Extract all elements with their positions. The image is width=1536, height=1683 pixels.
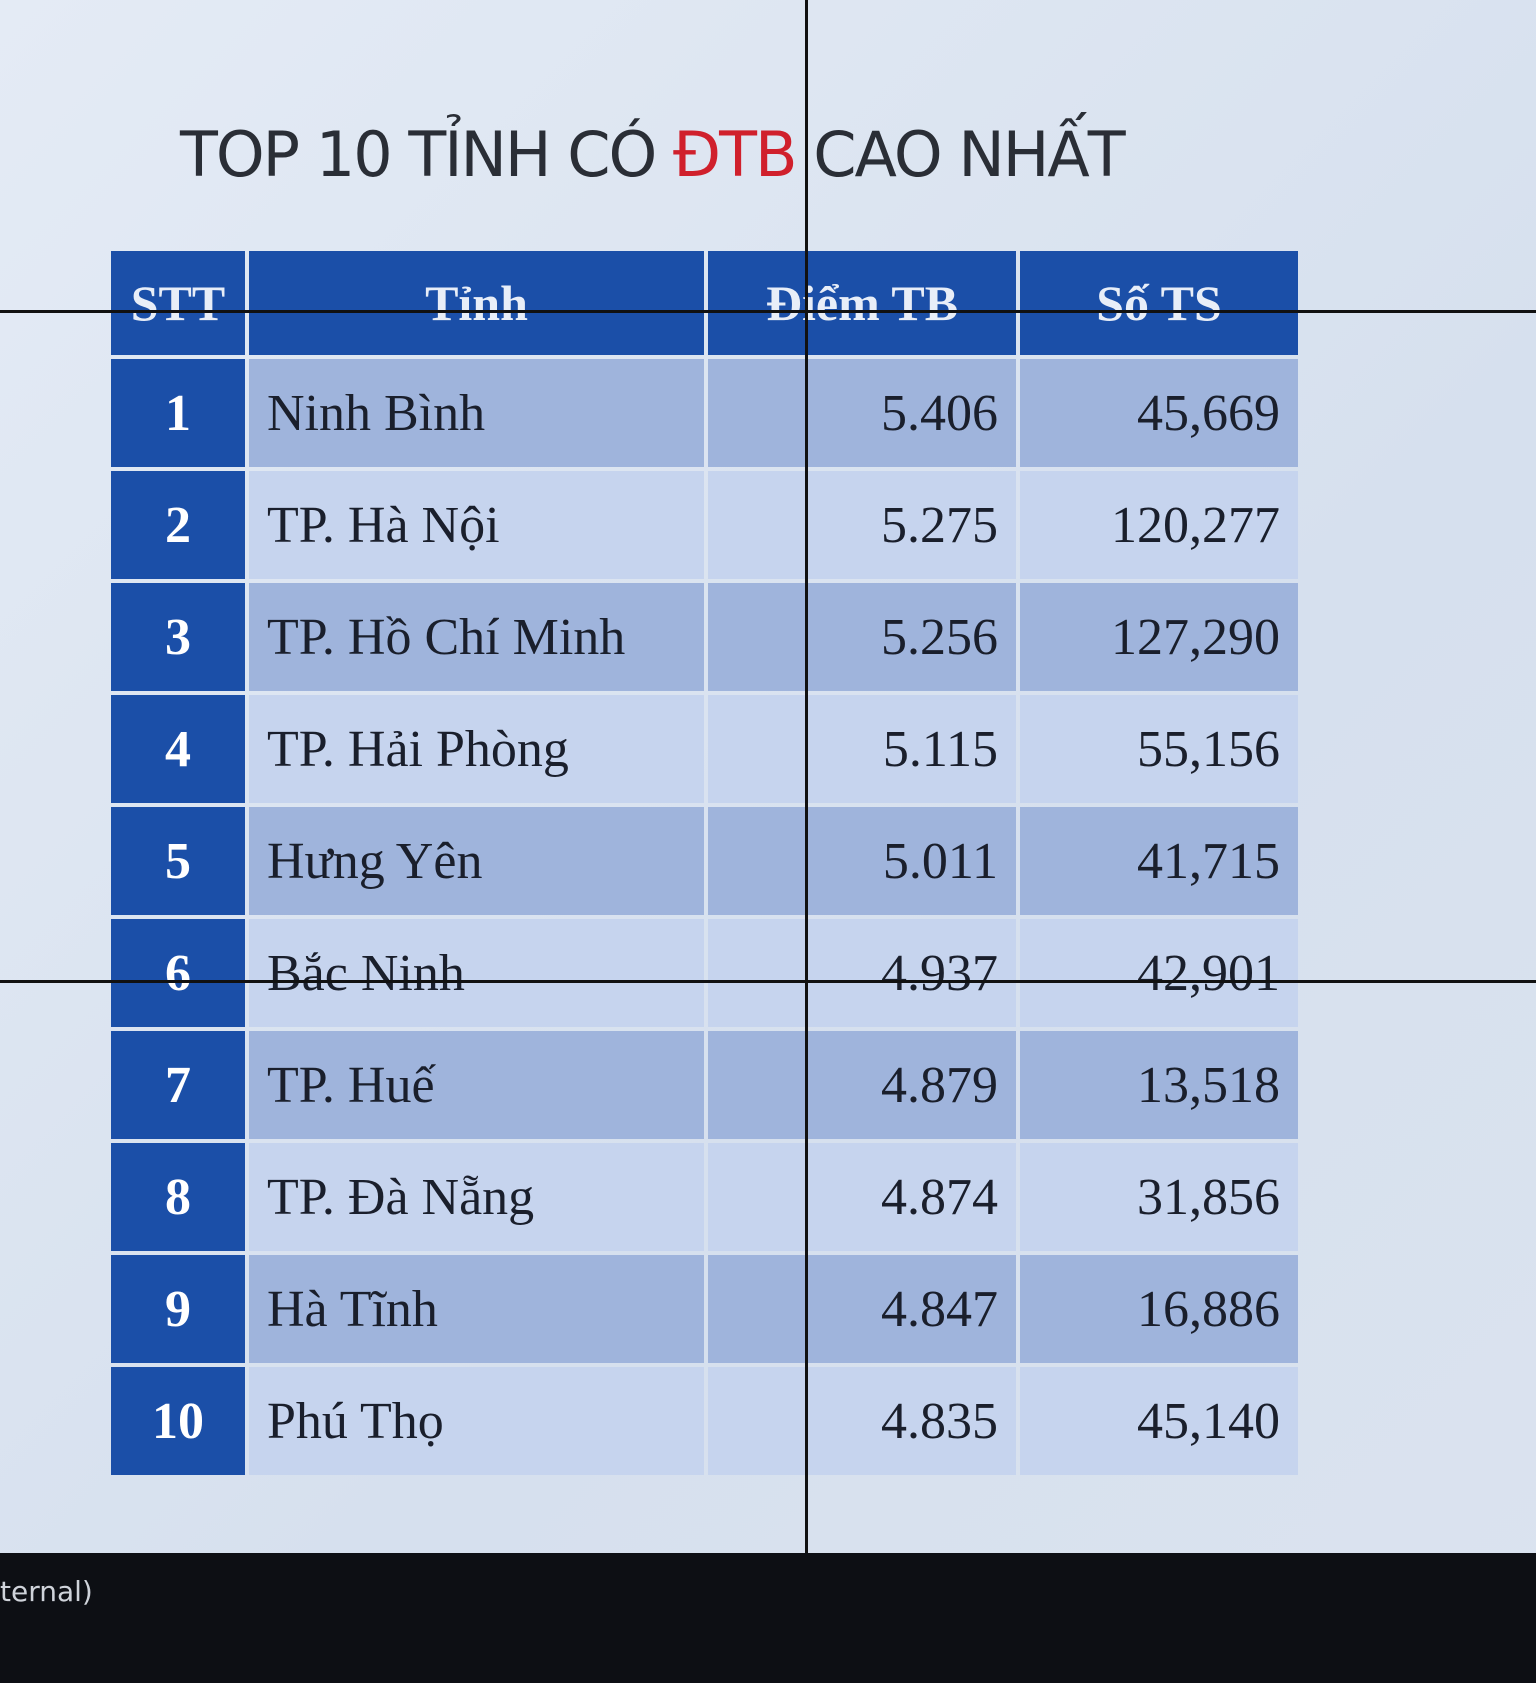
table-row: 10 Phú Thọ 4.835 45,140: [111, 1367, 1298, 1475]
province: Ninh Bình: [249, 359, 704, 467]
candidate-count: 16,886: [1020, 1255, 1298, 1363]
bezel: [0, 980, 1536, 983]
rank: 9: [111, 1255, 245, 1363]
table-row: 9 Hà Tĩnh 4.847 16,886: [111, 1255, 1298, 1363]
rank: 8: [111, 1143, 245, 1251]
column-header: Tỉnh: [249, 251, 704, 355]
table-body: 1 Ninh Bình 5.406 45,669 2 TP. Hà Nội 5.275 120…: [111, 359, 1298, 1475]
candidate-count: 45,140: [1020, 1367, 1298, 1475]
bezel: [805, 0, 808, 1683]
average-score: 5.275: [708, 471, 1016, 579]
average-score: 5.115: [708, 695, 1016, 803]
table-row: 3 TP. Hồ Chí Minh 5.256 127,290: [111, 583, 1298, 691]
rank: 10: [111, 1367, 245, 1475]
candidate-count: 31,856: [1020, 1143, 1298, 1251]
title-text: TOP 10 TỈNH CÓ: [180, 118, 674, 191]
table-row: 5 Hưng Yên 5.011 41,715: [111, 807, 1298, 915]
province: Bắc Ninh: [249, 919, 704, 1027]
title: TOP 10 TỈNH CÓ ĐTB CAO NHẤT: [180, 118, 1126, 191]
taskbar-text: ternal): [0, 1575, 93, 1608]
average-score: 4.879: [708, 1031, 1016, 1139]
table-row: 2 TP. Hà Nội 5.275 120,277: [111, 471, 1298, 579]
rank: 7: [111, 1031, 245, 1139]
column-header: Số TS: [1020, 251, 1298, 355]
average-score: 5.256: [708, 583, 1016, 691]
province: Phú Thọ: [249, 1367, 704, 1475]
candidate-count: 55,156: [1020, 695, 1298, 803]
province: TP. Đà Nẵng: [249, 1143, 704, 1251]
taskbar: ternal): [0, 1553, 1536, 1683]
province: Hưng Yên: [249, 807, 704, 915]
average-score: 5.011: [708, 807, 1016, 915]
average-score: 4.835: [708, 1367, 1016, 1475]
table-row: 1 Ninh Bình 5.406 45,669: [111, 359, 1298, 467]
candidate-count: 13,518: [1020, 1031, 1298, 1139]
table-row: 7 TP. Huế 4.879 13,518: [111, 1031, 1298, 1139]
average-score: 5.406: [708, 359, 1016, 467]
rank: 5: [111, 807, 245, 915]
table: STT Tỉnh Điểm TB Số TS 1 Ninh Bình 5.406 45,66…: [107, 247, 1302, 1479]
candidate-count: 127,290: [1020, 583, 1298, 691]
column-header: STT: [111, 251, 245, 355]
rank: 2: [111, 471, 245, 579]
province: TP. Hải Phòng: [249, 695, 704, 803]
title-text: CAO NHẤT: [795, 118, 1125, 191]
rank: 6: [111, 919, 245, 1027]
candidate-count: 41,715: [1020, 807, 1298, 915]
province: Hà Tĩnh: [249, 1255, 704, 1363]
province: TP. Huế: [249, 1031, 704, 1139]
candidate-count: 120,277: [1020, 471, 1298, 579]
average-score: 4.874: [708, 1143, 1016, 1251]
rank: 1: [111, 359, 245, 467]
province: TP. Hồ Chí Minh: [249, 583, 704, 691]
rank: 4: [111, 695, 245, 803]
average-score: 4.937: [708, 919, 1016, 1027]
table-row: 8 TP. Đà Nẵng 4.874 31,856: [111, 1143, 1298, 1251]
table-row: 6 Bắc Ninh 4.937 42,901: [111, 919, 1298, 1027]
column-header: Điểm TB: [708, 251, 1016, 355]
title-highlight: ĐTB: [673, 118, 797, 191]
province: TP. Hà Nội: [249, 471, 704, 579]
rank: 3: [111, 583, 245, 691]
candidate-count: 45,669: [1020, 359, 1298, 467]
average-score: 4.847: [708, 1255, 1016, 1363]
header-row: STT Tỉnh Điểm TB Số TS: [111, 251, 1298, 355]
candidate-count: 42,901: [1020, 919, 1298, 1027]
bezel: [0, 310, 1536, 313]
table-row: 4 TP. Hải Phòng 5.115 55,156: [111, 695, 1298, 803]
